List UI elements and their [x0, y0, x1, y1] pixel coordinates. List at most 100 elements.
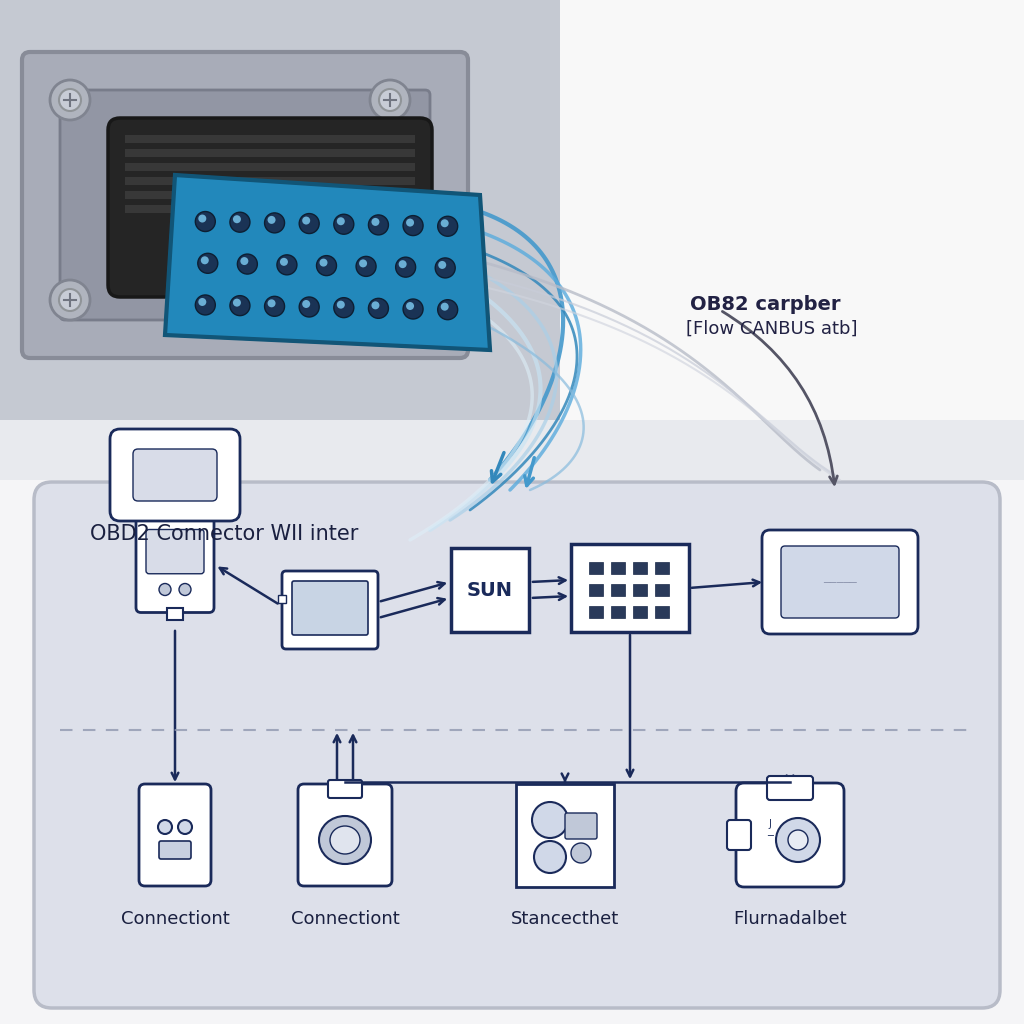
Circle shape: [440, 219, 449, 227]
Circle shape: [199, 298, 206, 306]
Bar: [125, 163, 415, 171]
Bar: [125, 177, 415, 185]
Circle shape: [359, 259, 367, 267]
Bar: [125, 191, 415, 199]
FancyBboxPatch shape: [146, 529, 204, 573]
Circle shape: [319, 259, 328, 266]
FancyBboxPatch shape: [571, 544, 689, 632]
Text: J
─: J ─: [767, 819, 773, 841]
Circle shape: [178, 820, 193, 834]
Circle shape: [196, 295, 215, 315]
Circle shape: [302, 216, 310, 224]
Circle shape: [196, 212, 215, 231]
Circle shape: [372, 301, 380, 309]
Bar: [125, 205, 415, 213]
Bar: [589, 562, 603, 574]
Circle shape: [50, 280, 90, 319]
Text: [Flow CANBUS atb]: [Flow CANBUS atb]: [686, 319, 857, 338]
Circle shape: [299, 297, 319, 317]
FancyBboxPatch shape: [736, 783, 844, 887]
Bar: [278, 595, 286, 603]
Circle shape: [435, 258, 456, 278]
Bar: [655, 562, 669, 574]
Circle shape: [788, 830, 808, 850]
FancyBboxPatch shape: [781, 546, 899, 618]
FancyBboxPatch shape: [767, 776, 813, 800]
Circle shape: [776, 818, 820, 862]
Bar: [611, 606, 625, 618]
Circle shape: [232, 299, 241, 306]
Circle shape: [407, 218, 414, 226]
Ellipse shape: [330, 826, 360, 854]
FancyBboxPatch shape: [516, 783, 614, 887]
Circle shape: [199, 215, 206, 222]
Polygon shape: [165, 175, 490, 350]
Circle shape: [379, 289, 401, 311]
Circle shape: [230, 212, 250, 232]
Bar: [633, 584, 647, 596]
Bar: [655, 584, 669, 596]
Polygon shape: [0, 420, 1024, 500]
Circle shape: [302, 300, 310, 308]
Text: ─────: ─────: [823, 577, 857, 587]
Circle shape: [241, 257, 249, 265]
Circle shape: [370, 80, 410, 120]
Circle shape: [337, 217, 345, 225]
FancyBboxPatch shape: [451, 548, 529, 632]
FancyBboxPatch shape: [34, 482, 1000, 1008]
Circle shape: [403, 299, 423, 319]
Circle shape: [198, 253, 218, 273]
Text: Connectiont: Connectiont: [121, 910, 229, 928]
FancyBboxPatch shape: [292, 581, 368, 635]
FancyBboxPatch shape: [328, 780, 362, 798]
Text: Connectiont: Connectiont: [291, 910, 399, 928]
Circle shape: [179, 584, 191, 596]
Bar: [125, 150, 415, 157]
Circle shape: [356, 256, 376, 276]
FancyBboxPatch shape: [565, 813, 597, 839]
Circle shape: [158, 820, 172, 834]
Circle shape: [372, 218, 380, 226]
Circle shape: [280, 258, 288, 266]
Circle shape: [238, 254, 257, 274]
Circle shape: [395, 257, 416, 278]
Circle shape: [267, 216, 275, 224]
Text: OBD2 Connector WII inter: OBD2 Connector WII inter: [90, 524, 358, 544]
Bar: [611, 562, 625, 574]
Ellipse shape: [319, 816, 371, 864]
Circle shape: [337, 301, 345, 308]
FancyBboxPatch shape: [133, 449, 217, 501]
Text: SUN: SUN: [467, 581, 513, 599]
Text: Flurnadalbet: Flurnadalbet: [733, 910, 847, 928]
Circle shape: [369, 298, 388, 318]
Circle shape: [334, 214, 354, 234]
Circle shape: [232, 215, 241, 223]
Circle shape: [230, 296, 250, 315]
Circle shape: [267, 299, 275, 307]
FancyBboxPatch shape: [159, 841, 191, 859]
Circle shape: [159, 584, 171, 596]
FancyBboxPatch shape: [110, 429, 240, 521]
Bar: [633, 562, 647, 574]
FancyBboxPatch shape: [139, 784, 211, 886]
FancyBboxPatch shape: [762, 530, 918, 634]
FancyBboxPatch shape: [136, 517, 214, 612]
FancyBboxPatch shape: [22, 52, 468, 358]
Bar: [125, 135, 415, 143]
Polygon shape: [0, 480, 1024, 1024]
Text: OB82 carpber: OB82 carpber: [690, 295, 841, 314]
FancyBboxPatch shape: [108, 118, 432, 297]
Circle shape: [532, 802, 568, 838]
Bar: [655, 606, 669, 618]
Polygon shape: [0, 0, 560, 500]
Circle shape: [59, 289, 81, 311]
Circle shape: [438, 261, 446, 269]
Circle shape: [316, 256, 337, 275]
Circle shape: [276, 255, 297, 274]
Circle shape: [334, 298, 354, 317]
Circle shape: [299, 214, 319, 233]
Text: Stancecthet: Stancecthet: [511, 910, 620, 928]
Bar: [589, 584, 603, 596]
Bar: [167, 607, 183, 620]
Circle shape: [440, 303, 449, 310]
